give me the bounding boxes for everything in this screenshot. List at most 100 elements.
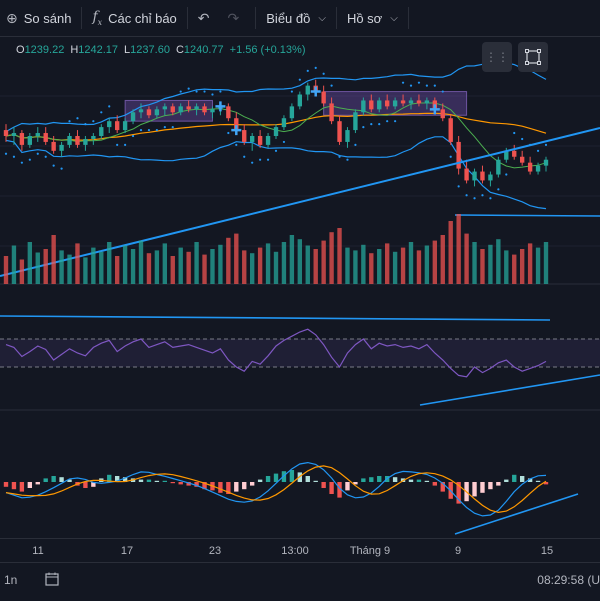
open-label: O (16, 44, 25, 56)
volume-bar (51, 235, 56, 284)
candle-body (19, 133, 25, 145)
sar-dot (338, 155, 341, 158)
sar-dot (179, 90, 182, 93)
time-axis[interactable]: 11 17 23 13:00 Tháng 9 9 15 (0, 538, 600, 563)
sar-dot (505, 173, 508, 176)
candle-body (75, 136, 80, 145)
drag-handle-button[interactable]: ⋮⋮ (482, 42, 512, 72)
sar-dot (92, 120, 95, 123)
macd-histogram-bar (146, 479, 152, 482)
candle-body (51, 141, 56, 151)
candle-body (377, 100, 382, 110)
sar-dot (124, 143, 127, 146)
sar-dot (68, 120, 71, 123)
volume-bar (162, 243, 168, 284)
macd-histogram-bar (519, 476, 525, 482)
volume-bar (83, 257, 88, 284)
indicators-button[interactable]: fx Các chỉ báo (86, 0, 182, 36)
candle-body (456, 141, 461, 169)
sar-dot (36, 152, 39, 155)
sar-dot (417, 81, 421, 84)
volume-bar (99, 251, 104, 284)
volume-bar (384, 243, 390, 284)
macd-histogram-bar (496, 482, 501, 486)
sar-dot (457, 185, 460, 188)
volume-bar (257, 247, 263, 284)
candle-body (11, 133, 17, 136)
macd-histogram-bar (234, 482, 239, 492)
macd-histogram-bar (488, 482, 493, 490)
volume-bar (154, 250, 160, 284)
volume-bar (297, 239, 303, 284)
toolbar-divider (81, 7, 83, 29)
bollinger-lower-line (5, 136, 547, 210)
redo-button[interactable]: ↷ (222, 0, 252, 36)
undo-button[interactable]: ↶ (192, 0, 222, 36)
candle-body (321, 91, 326, 104)
macd-histogram-bar (321, 482, 326, 488)
volume-bar (27, 242, 33, 284)
candle-body (384, 100, 390, 107)
bottom-bar: 1n 08:29:58 (U (0, 562, 600, 601)
sar-dot (243, 155, 246, 158)
chart-menu-button[interactable]: Biểu đồ ⌵ (260, 0, 332, 36)
sar-dot (322, 72, 325, 75)
macd-histogram-bar (512, 474, 517, 482)
volume-bar (353, 250, 358, 284)
low-label: L (124, 44, 131, 56)
candle-body (504, 150, 509, 160)
volume-bar (202, 254, 207, 284)
macd-histogram-bar (122, 477, 128, 482)
sar-dot (290, 90, 293, 93)
volume-bar (265, 243, 271, 284)
volume-bar (512, 254, 517, 284)
high-label: H (70, 44, 79, 56)
calendar-icon[interactable] (44, 571, 60, 590)
macd-histogram-bar (265, 476, 271, 482)
sar-dot (52, 164, 55, 167)
sar-dot (131, 134, 135, 138)
toolbar-divider (255, 7, 257, 29)
sar-dot (108, 105, 111, 108)
macd-histogram-bar (305, 476, 310, 482)
candle-body (440, 109, 445, 119)
profile-menu-button[interactable]: Hồ sơ ⌵ (341, 0, 404, 36)
macd-histogram-bar (178, 482, 183, 485)
macd-histogram-bar (408, 479, 414, 482)
chart-side-buttons: ⋮⋮ (482, 42, 548, 72)
volume-bar (408, 242, 414, 284)
macd-histogram-bar (361, 478, 366, 482)
volume-bar (377, 249, 382, 284)
interval-button[interactable]: 1n (4, 573, 18, 587)
sar-dot (4, 152, 8, 155)
volume-bar (400, 247, 406, 284)
macd-histogram-bar (273, 473, 279, 482)
volume-bar (170, 256, 175, 284)
volume-bar (289, 235, 295, 284)
compare-label: So sánh (23, 10, 72, 26)
volume-bar (35, 252, 40, 284)
fullscreen-button[interactable] (518, 42, 548, 72)
x-tick-label: 11 (32, 545, 44, 557)
volume-bar (488, 244, 493, 284)
compare-button[interactable]: ⊕ So sánh (0, 0, 77, 36)
volume-bar (321, 240, 326, 284)
volume-bar (194, 242, 199, 284)
toolbar-divider (407, 7, 409, 29)
sar-dot (147, 128, 151, 132)
volume-bar (11, 245, 17, 284)
sar-dot (433, 84, 436, 87)
volume-bar (440, 235, 445, 284)
sar-dot (386, 120, 389, 123)
sar-dot (378, 123, 381, 126)
volume-bar (519, 249, 525, 284)
macd-histogram-bar (504, 479, 509, 482)
price-chart[interactable] (0, 36, 600, 538)
candle-body (67, 136, 72, 145)
candle-body (91, 136, 96, 139)
macd-histogram-bar (3, 482, 9, 487)
candle-body (154, 109, 160, 116)
sar-dot (394, 120, 397, 123)
clock-display: 08:29:58 (U (537, 573, 600, 587)
candle-body (107, 121, 112, 128)
